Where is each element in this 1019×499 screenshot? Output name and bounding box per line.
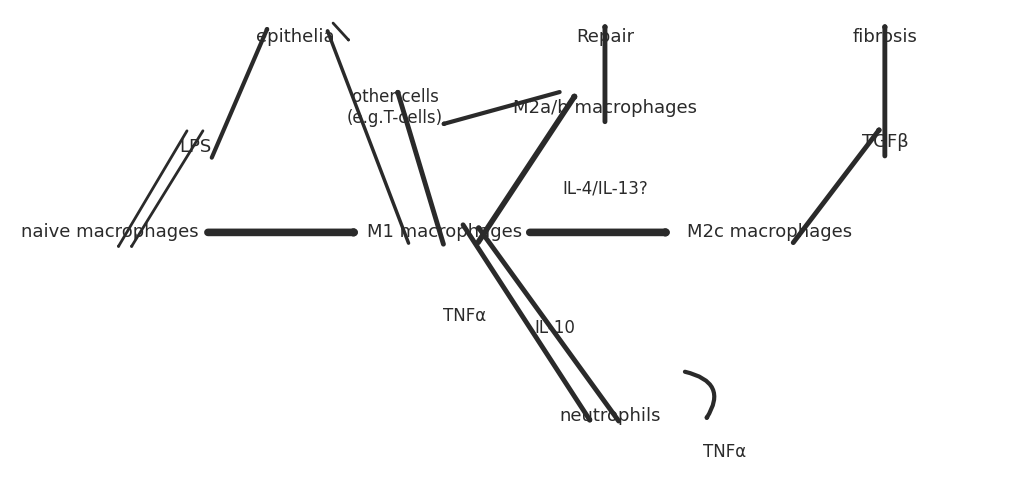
Text: neutrophils: neutrophils (558, 407, 660, 425)
Text: TNFα: TNFα (703, 444, 746, 462)
Text: epithelia: epithelia (256, 28, 334, 46)
Text: Repair: Repair (576, 28, 634, 46)
Text: IL-4/IL-13?: IL-4/IL-13? (561, 179, 647, 198)
Text: M2c macrophages: M2c macrophages (687, 224, 852, 242)
Text: naive macrophages: naive macrophages (21, 224, 199, 242)
Text: TGFβ: TGFβ (861, 133, 907, 151)
Text: IL-10: IL-10 (534, 319, 575, 337)
Text: fibrosis: fibrosis (852, 28, 916, 46)
Text: M1 macrophages: M1 macrophages (367, 224, 522, 242)
Text: M2a/b macrophages: M2a/b macrophages (513, 99, 696, 117)
Text: LPS: LPS (178, 138, 211, 156)
Text: other cells
(e.g.T-cells): other cells (e.g.T-cells) (346, 88, 442, 127)
Text: TNFα: TNFα (443, 306, 486, 324)
